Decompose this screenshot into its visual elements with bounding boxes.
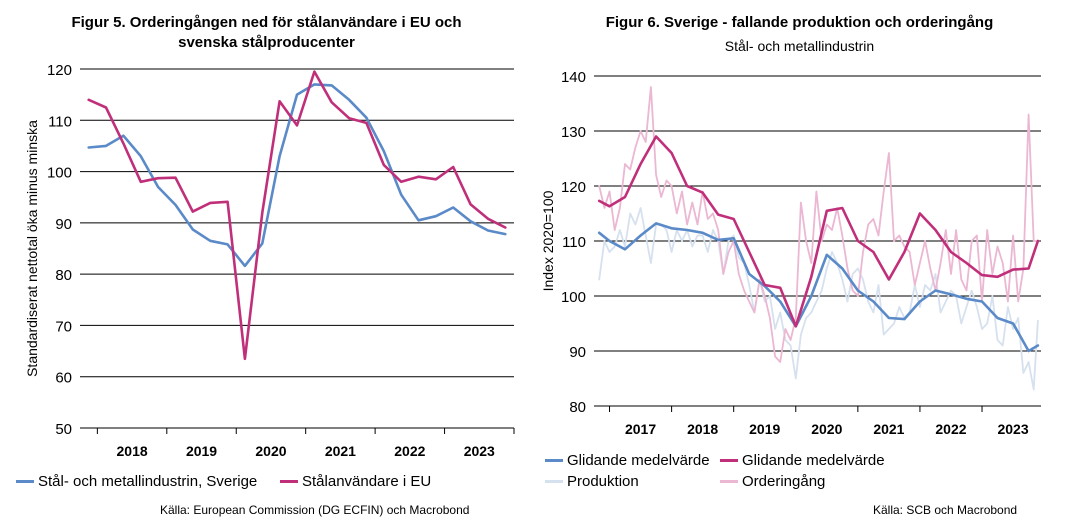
y-axis-label: Standardiserat nettotal öka minus minska bbox=[24, 120, 40, 377]
x-tick-label: 2023 bbox=[997, 421, 1028, 437]
x-tick-label: 2022 bbox=[394, 443, 425, 459]
y-tick-label: 80 bbox=[55, 267, 72, 284]
y-axis-label: Index 2020=100 bbox=[540, 190, 556, 291]
legend-item-orderingang: Orderingång bbox=[720, 472, 825, 492]
x-tick-label: 2023 bbox=[464, 443, 495, 459]
series-line-3 bbox=[598, 86, 1039, 363]
x-tick-label: 2019 bbox=[186, 443, 217, 459]
legend-swatch bbox=[545, 458, 563, 462]
y-tick-label: 70 bbox=[55, 318, 72, 335]
chart-plot-area: 80 90 100 110 120 130 140 2017 2018 2019 2020 2021 2… bbox=[540, 69, 1041, 437]
legend-swatch bbox=[545, 479, 563, 483]
y-tick-label: 110 bbox=[48, 113, 72, 130]
legend-item-produktion: Produktion bbox=[545, 472, 639, 492]
series-line-0 bbox=[87, 83, 507, 268]
y-tick-label: 90 bbox=[55, 216, 72, 233]
legend-label: Stålanvändare i EU bbox=[302, 473, 432, 490]
legend-swatch bbox=[720, 458, 738, 462]
legend-label: Glidande medelvärde bbox=[742, 452, 885, 469]
series-line-1 bbox=[597, 135, 1040, 328]
legend-swatch bbox=[16, 479, 34, 483]
chart-source: Källa: European Commission (DG ECFIN) oc… bbox=[160, 503, 470, 517]
legend-label: Stål- och metallindustrin, Sverige bbox=[38, 473, 258, 490]
x-tick-label: 2021 bbox=[873, 421, 904, 437]
legend-item-stalanvandare-eu: Stålanvändare i EU bbox=[280, 472, 431, 492]
legend-label: Orderingång bbox=[742, 473, 826, 490]
y-tick-label: 60 bbox=[55, 370, 72, 387]
chart-panel-figur-6: Figur 6. Sverige - fallande produktion o… bbox=[533, 0, 1066, 532]
legend-label: Glidande medelvärde bbox=[567, 452, 710, 469]
x-tick-label: 2018 bbox=[117, 443, 148, 459]
series-line-1 bbox=[87, 70, 507, 361]
legend-item-glidande-produktion: Glidande medelvärde bbox=[545, 451, 710, 471]
series-line-2 bbox=[598, 207, 1039, 391]
series-line-0 bbox=[597, 222, 1040, 353]
y-tick-label: 90 bbox=[569, 344, 586, 361]
y-tick-label: 140 bbox=[561, 69, 586, 86]
y-tick-label: 80 bbox=[569, 399, 586, 416]
y-tick-label: 100 bbox=[47, 165, 72, 182]
y-tick-label: 120 bbox=[561, 179, 586, 196]
y-tick-label: 110 bbox=[562, 234, 586, 251]
x-tick-label: 2022 bbox=[935, 421, 966, 437]
x-tick-label: 2021 bbox=[325, 443, 356, 459]
x-tick-label: 2020 bbox=[255, 443, 286, 459]
legend-item-stal-metall-sverige: Stål- och metallindustrin, Sverige bbox=[16, 472, 257, 492]
x-tick-label: 2020 bbox=[811, 421, 842, 437]
x-tick-label: 2018 bbox=[687, 421, 718, 437]
legend-label: Produktion bbox=[567, 473, 639, 490]
chart-subtitle: Stål- och metallindustrin bbox=[724, 38, 875, 54]
chart-panel-figur-5: Figur 5. Orderingången ned för stålanvän… bbox=[16, 14, 515, 517]
y-tick-label: 50 bbox=[55, 421, 72, 438]
chart-title-line-2: svenska stålproducenter bbox=[178, 34, 355, 51]
y-tick-label: 120 bbox=[47, 62, 72, 79]
x-tick-label: 2017 bbox=[625, 421, 656, 437]
legend-swatch bbox=[280, 479, 298, 483]
y-tick-label: 130 bbox=[561, 124, 586, 141]
chart-title-line-1: Figur 5. Orderingången ned för stålanvän… bbox=[71, 14, 462, 31]
chart-plot-area: 50 60 70 80 90 100 110 120 2018 2019 2020 2021 2022 2… bbox=[24, 62, 515, 459]
legend-item-glidande-orderingang: Glidande medelvärde bbox=[720, 451, 885, 471]
legend-swatch bbox=[720, 479, 738, 483]
chart-title: Figur 6. Sverige - fallande produktion o… bbox=[605, 14, 994, 31]
y-tick-label: 100 bbox=[561, 289, 586, 306]
chart-source: Källa: SCB och Macrobond bbox=[873, 503, 1018, 517]
x-tick-label: 2019 bbox=[749, 421, 780, 437]
